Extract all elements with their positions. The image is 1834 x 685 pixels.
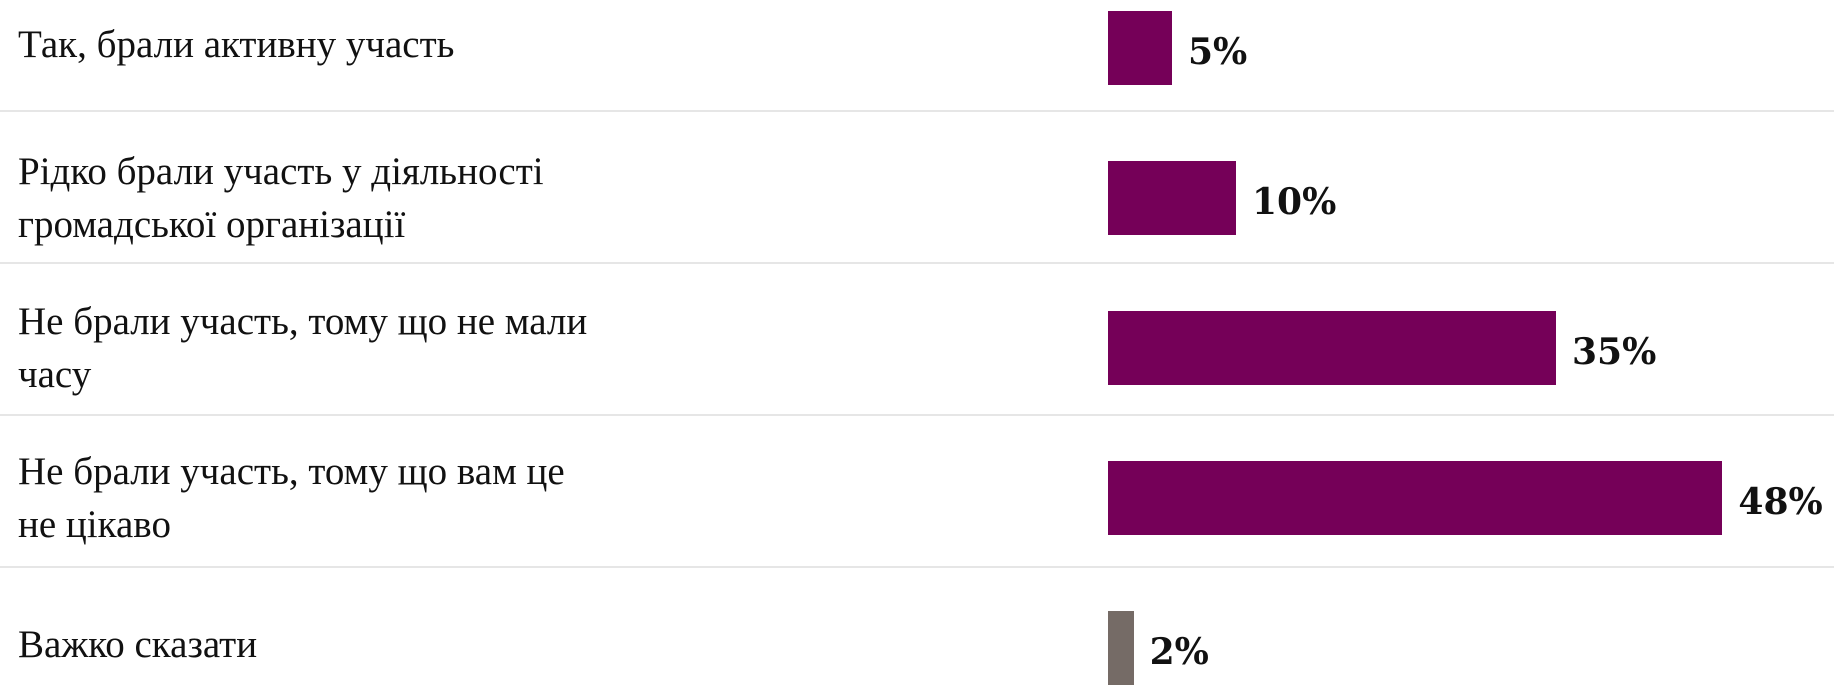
category-label: Не брали участь, тому що не мали часу: [18, 300, 588, 396]
category-label: Не брали участь, тому що вам це не цікав…: [18, 450, 565, 546]
value-label: 5%: [1188, 31, 1248, 73]
bar: [1108, 161, 1236, 235]
value-label: 48%: [1738, 481, 1823, 523]
category-label: Так, брали активну участь: [18, 22, 455, 66]
bar: [1108, 311, 1556, 385]
category-label: Важко сказати: [18, 622, 258, 666]
row-divider: [0, 566, 1834, 568]
value-label: 10%: [1252, 181, 1337, 223]
row-divider: [0, 414, 1834, 416]
row-divider: [0, 262, 1834, 264]
category-label: Рідко брали участь у діяльності громадсь…: [18, 150, 544, 246]
value-label: 2%: [1149, 631, 1209, 673]
bar: [1108, 611, 1134, 685]
row-divider: [0, 110, 1834, 112]
bar: [1108, 461, 1723, 535]
value-label: 35%: [1572, 331, 1657, 373]
bar: [1108, 11, 1172, 85]
